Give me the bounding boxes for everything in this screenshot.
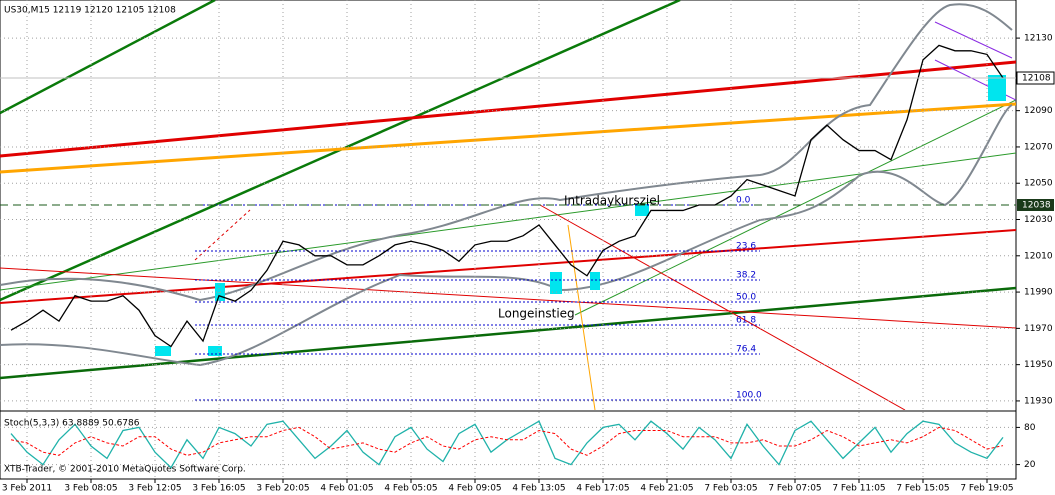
x-tick-label: 3 Feb 16:05 [192,484,245,494]
y-tick-label: 20 [1024,460,1036,470]
x-tick-label: 4 Feb 17:05 [576,484,629,494]
fibo-label: 23.6 [736,242,756,252]
annotation: Intradaykursziel [564,194,660,208]
bid-tag-label: 12108 [1022,74,1051,84]
signal-marker [635,204,649,216]
fibo-label: 61.8 [736,316,756,326]
y-tick-label: 11970 [1024,324,1053,334]
y-tick-label: 12010 [1024,251,1053,261]
bollinger-upper [0,3,1013,302]
x-tick-label: 4 Feb 01:05 [320,484,373,494]
trend-line [194,209,251,261]
x-tick-label: 7 Feb 07:05 [768,484,821,494]
fibo-label: 0.0 [736,196,751,206]
footer: XTB-Trader, © 2001-2010 MetaQuotes Softw… [4,465,246,475]
y-tick-label: 12050 [1024,179,1053,189]
x-tick-label: 4 Feb 21:05 [640,484,693,494]
chart-title: US30,M15 12119 12120 12105 12108 [4,6,176,16]
plot-frame [0,0,1017,480]
level-tag [1017,199,1054,211]
y-tick-label: 11930 [1024,396,1053,406]
fibo-label: 76.4 [736,345,756,355]
x-tick-label: 4 Feb 05:05 [384,484,437,494]
signal-marker [988,75,1006,101]
y-tick-label: 12130 [1024,34,1053,44]
x-tick-label: 3 Feb 12:05 [128,484,181,494]
trend-line [0,0,216,115]
x-tick-label: 7 Feb 03:05 [704,484,757,494]
y-tick-label: 12030 [1024,215,1053,225]
fibo-label: 38.2 [736,271,756,281]
signal-marker [590,272,600,290]
series-line [10,426,1004,456]
signal-marker [208,346,222,356]
x-tick-label: 4 Feb 13:05 [512,484,565,494]
y-tick-label: 12070 [1024,142,1053,152]
x-tick-label: 3 Feb 20:05 [256,484,309,494]
trend-line [0,102,1016,174]
trend-line [0,267,1016,329]
trend-line [0,286,1016,380]
indicator-title: Stoch(5,3,3) 63.8889 50.6786 [4,419,140,429]
x-tick-label: 3 Feb 2011 [2,484,52,494]
level-tag-label: 12038 [1022,201,1051,211]
channel-line [934,21,1013,59]
fibo-label: 100.0 [736,391,762,401]
y-tick-label: 12090 [1024,106,1053,116]
series-line [10,44,1004,348]
trend-line [539,204,906,410]
trend-line [574,99,1016,316]
x-tick-label: 7 Feb 15:05 [896,484,949,494]
x-tick-label: 7 Feb 19:05 [960,484,1013,494]
annotation: Longeinstieg [498,307,575,321]
y-tick-label: 11990 [1024,288,1053,298]
signal-marker [550,272,562,294]
x-tick-label: 7 Feb 11:05 [832,484,885,494]
fibonacci: 0.0 23.6 38.2 50.0 61.8 76.4 100.0 [195,196,762,401]
trend-line [0,152,1016,291]
x-tick-label: 3 Feb 08:05 [64,484,117,494]
x-tick-label: 4 Feb 09:05 [448,484,501,494]
bid-tag [1016,71,1055,85]
signal-marker [155,346,171,356]
fibo-label: 50.0 [736,293,756,303]
y-tick-label: 80 [1024,423,1036,433]
y-tick-label: 11950 [1024,360,1053,370]
